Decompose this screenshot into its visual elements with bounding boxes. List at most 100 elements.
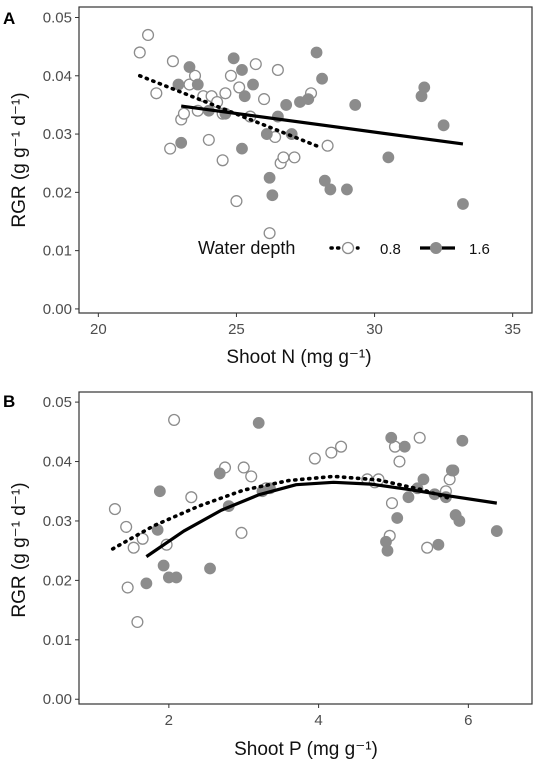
point-depth-0-8 <box>235 526 248 539</box>
panel-b-points <box>108 413 503 629</box>
point-depth-0-8 <box>224 69 237 82</box>
point-depth-0-8 <box>219 87 232 100</box>
point-depth-0-8 <box>288 151 301 164</box>
point-depth-0-8 <box>121 581 134 594</box>
legend-marker-open <box>341 241 355 255</box>
legend-marker-filled <box>430 242 442 254</box>
point-depth-0-8 <box>177 107 191 120</box>
y-tick-label: 0.05 <box>43 394 72 411</box>
point-depth-1-6 <box>266 189 279 202</box>
point-depth-1-6 <box>247 78 259 91</box>
panel-b-x-axis-title: Shoot P (mg g⁻¹) <box>234 739 378 760</box>
point-depth-0-8 <box>277 151 290 164</box>
point-depth-0-8 <box>233 81 246 94</box>
panel-b-fit-lines <box>110 474 498 558</box>
x-tick-label: 35 <box>504 321 521 338</box>
point-depth-1-6 <box>437 119 450 132</box>
point-depth-0-8 <box>393 455 406 468</box>
point-depth-0-8 <box>127 541 140 554</box>
panel-b-y-axis-title: RGR (g g⁻¹ d⁻¹) <box>9 482 30 617</box>
point-depth-1-6 <box>252 417 265 429</box>
point-depth-1-6 <box>236 142 248 155</box>
panel-a-fit-lines <box>137 73 464 149</box>
point-depth-0-8 <box>308 452 321 465</box>
point-depth-1-6 <box>280 99 293 111</box>
point-depth-1-6 <box>391 512 404 524</box>
y-tick-label: 0.04 <box>43 454 72 471</box>
point-depth-0-8 <box>142 28 155 42</box>
panel-a-x-axis-title: Shoot N (mg g⁻¹) <box>226 347 371 368</box>
y-tick-label: 0.01 <box>43 243 72 260</box>
point-depth-1-6 <box>341 183 353 196</box>
point-depth-1-6 <box>238 90 251 103</box>
y-tick-label: 0.00 <box>43 301 72 318</box>
point-depth-1-6 <box>417 473 430 486</box>
point-depth-0-8 <box>325 446 338 459</box>
point-depth-1-6 <box>140 577 153 590</box>
point-depth-1-6 <box>204 562 216 575</box>
panel-a-x-ticks: 20 25 30 35 <box>90 313 521 338</box>
point-depth-0-8 <box>237 461 250 474</box>
x-tick-label: 4 <box>314 712 322 729</box>
point-depth-1-6 <box>183 61 196 73</box>
point-depth-1-6 <box>175 136 188 149</box>
point-depth-0-8 <box>108 503 121 516</box>
legend-key-0-8: 0.8 <box>329 241 401 258</box>
y-tick-label: 0.03 <box>43 126 72 143</box>
point-depth-0-8 <box>164 142 177 155</box>
panel-b-x-ticks: 2 4 6 <box>165 704 473 729</box>
point-depth-1-6 <box>447 464 460 477</box>
panel-b: B 0.00 0.01 0.02 0.03 0.04 0.05 2 4 6 RGR (g g⁻… <box>3 391 533 760</box>
point-depth-1-6 <box>349 99 362 111</box>
point-depth-1-6 <box>310 46 323 59</box>
point-depth-1-6 <box>302 93 315 105</box>
point-depth-1-6 <box>457 198 469 210</box>
point-depth-0-8 <box>133 46 146 59</box>
point-depth-1-6 <box>318 174 331 187</box>
point-depth-1-6 <box>381 544 394 557</box>
point-depth-0-8 <box>249 58 262 71</box>
point-depth-1-6 <box>490 525 503 537</box>
point-depth-1-6 <box>227 52 240 65</box>
point-depth-1-6 <box>382 151 395 164</box>
point-depth-1-6 <box>398 440 411 453</box>
point-depth-0-8 <box>385 497 399 510</box>
legend-key-1-6: 1.6 <box>420 241 490 258</box>
point-depth-0-8 <box>230 195 243 208</box>
point-depth-1-6 <box>151 523 164 536</box>
panel-a-frame <box>78 6 533 314</box>
point-depth-1-6 <box>157 559 170 572</box>
legend: Water depth 0.8 1.6 <box>198 238 490 258</box>
point-depth-1-6 <box>432 538 445 551</box>
y-tick-label: 0.02 <box>43 572 72 589</box>
fit-line-depth-0-8 <box>110 474 452 551</box>
point-depth-0-8 <box>245 470 258 483</box>
legend-title: Water depth <box>198 238 295 258</box>
point-depth-0-8 <box>335 440 348 453</box>
point-depth-1-6 <box>418 81 431 94</box>
point-depth-1-6 <box>385 431 398 444</box>
panel-a-y-axis-title: RGR (g g⁻¹ d⁻¹) <box>9 92 30 227</box>
x-tick-label: 6 <box>464 712 472 729</box>
x-tick-label: 25 <box>228 321 245 338</box>
panel-b-tag: B <box>3 392 15 411</box>
point-depth-1-6 <box>402 491 415 504</box>
point-depth-0-8 <box>131 615 144 629</box>
panel-b-y-ticks: 0.00 0.01 0.02 0.03 0.04 0.05 <box>43 394 79 708</box>
point-depth-0-8 <box>216 154 229 167</box>
panel-a-y-ticks: 0.00 0.01 0.02 0.03 0.04 0.05 <box>43 9 79 318</box>
point-depth-0-8 <box>271 63 284 76</box>
point-depth-1-6 <box>456 434 469 447</box>
point-depth-0-8 <box>413 431 426 444</box>
point-depth-0-8 <box>263 227 276 240</box>
panel-a-tag: A <box>3 9 15 28</box>
y-tick-label: 0.03 <box>43 513 72 530</box>
x-tick-label: 30 <box>366 321 383 338</box>
point-depth-0-8 <box>168 413 181 426</box>
point-depth-1-6 <box>316 72 328 85</box>
panel-a-points <box>133 28 469 240</box>
x-tick-label: 20 <box>90 321 107 338</box>
x-tick-label: 2 <box>165 712 173 729</box>
point-depth-0-8 <box>202 133 215 146</box>
